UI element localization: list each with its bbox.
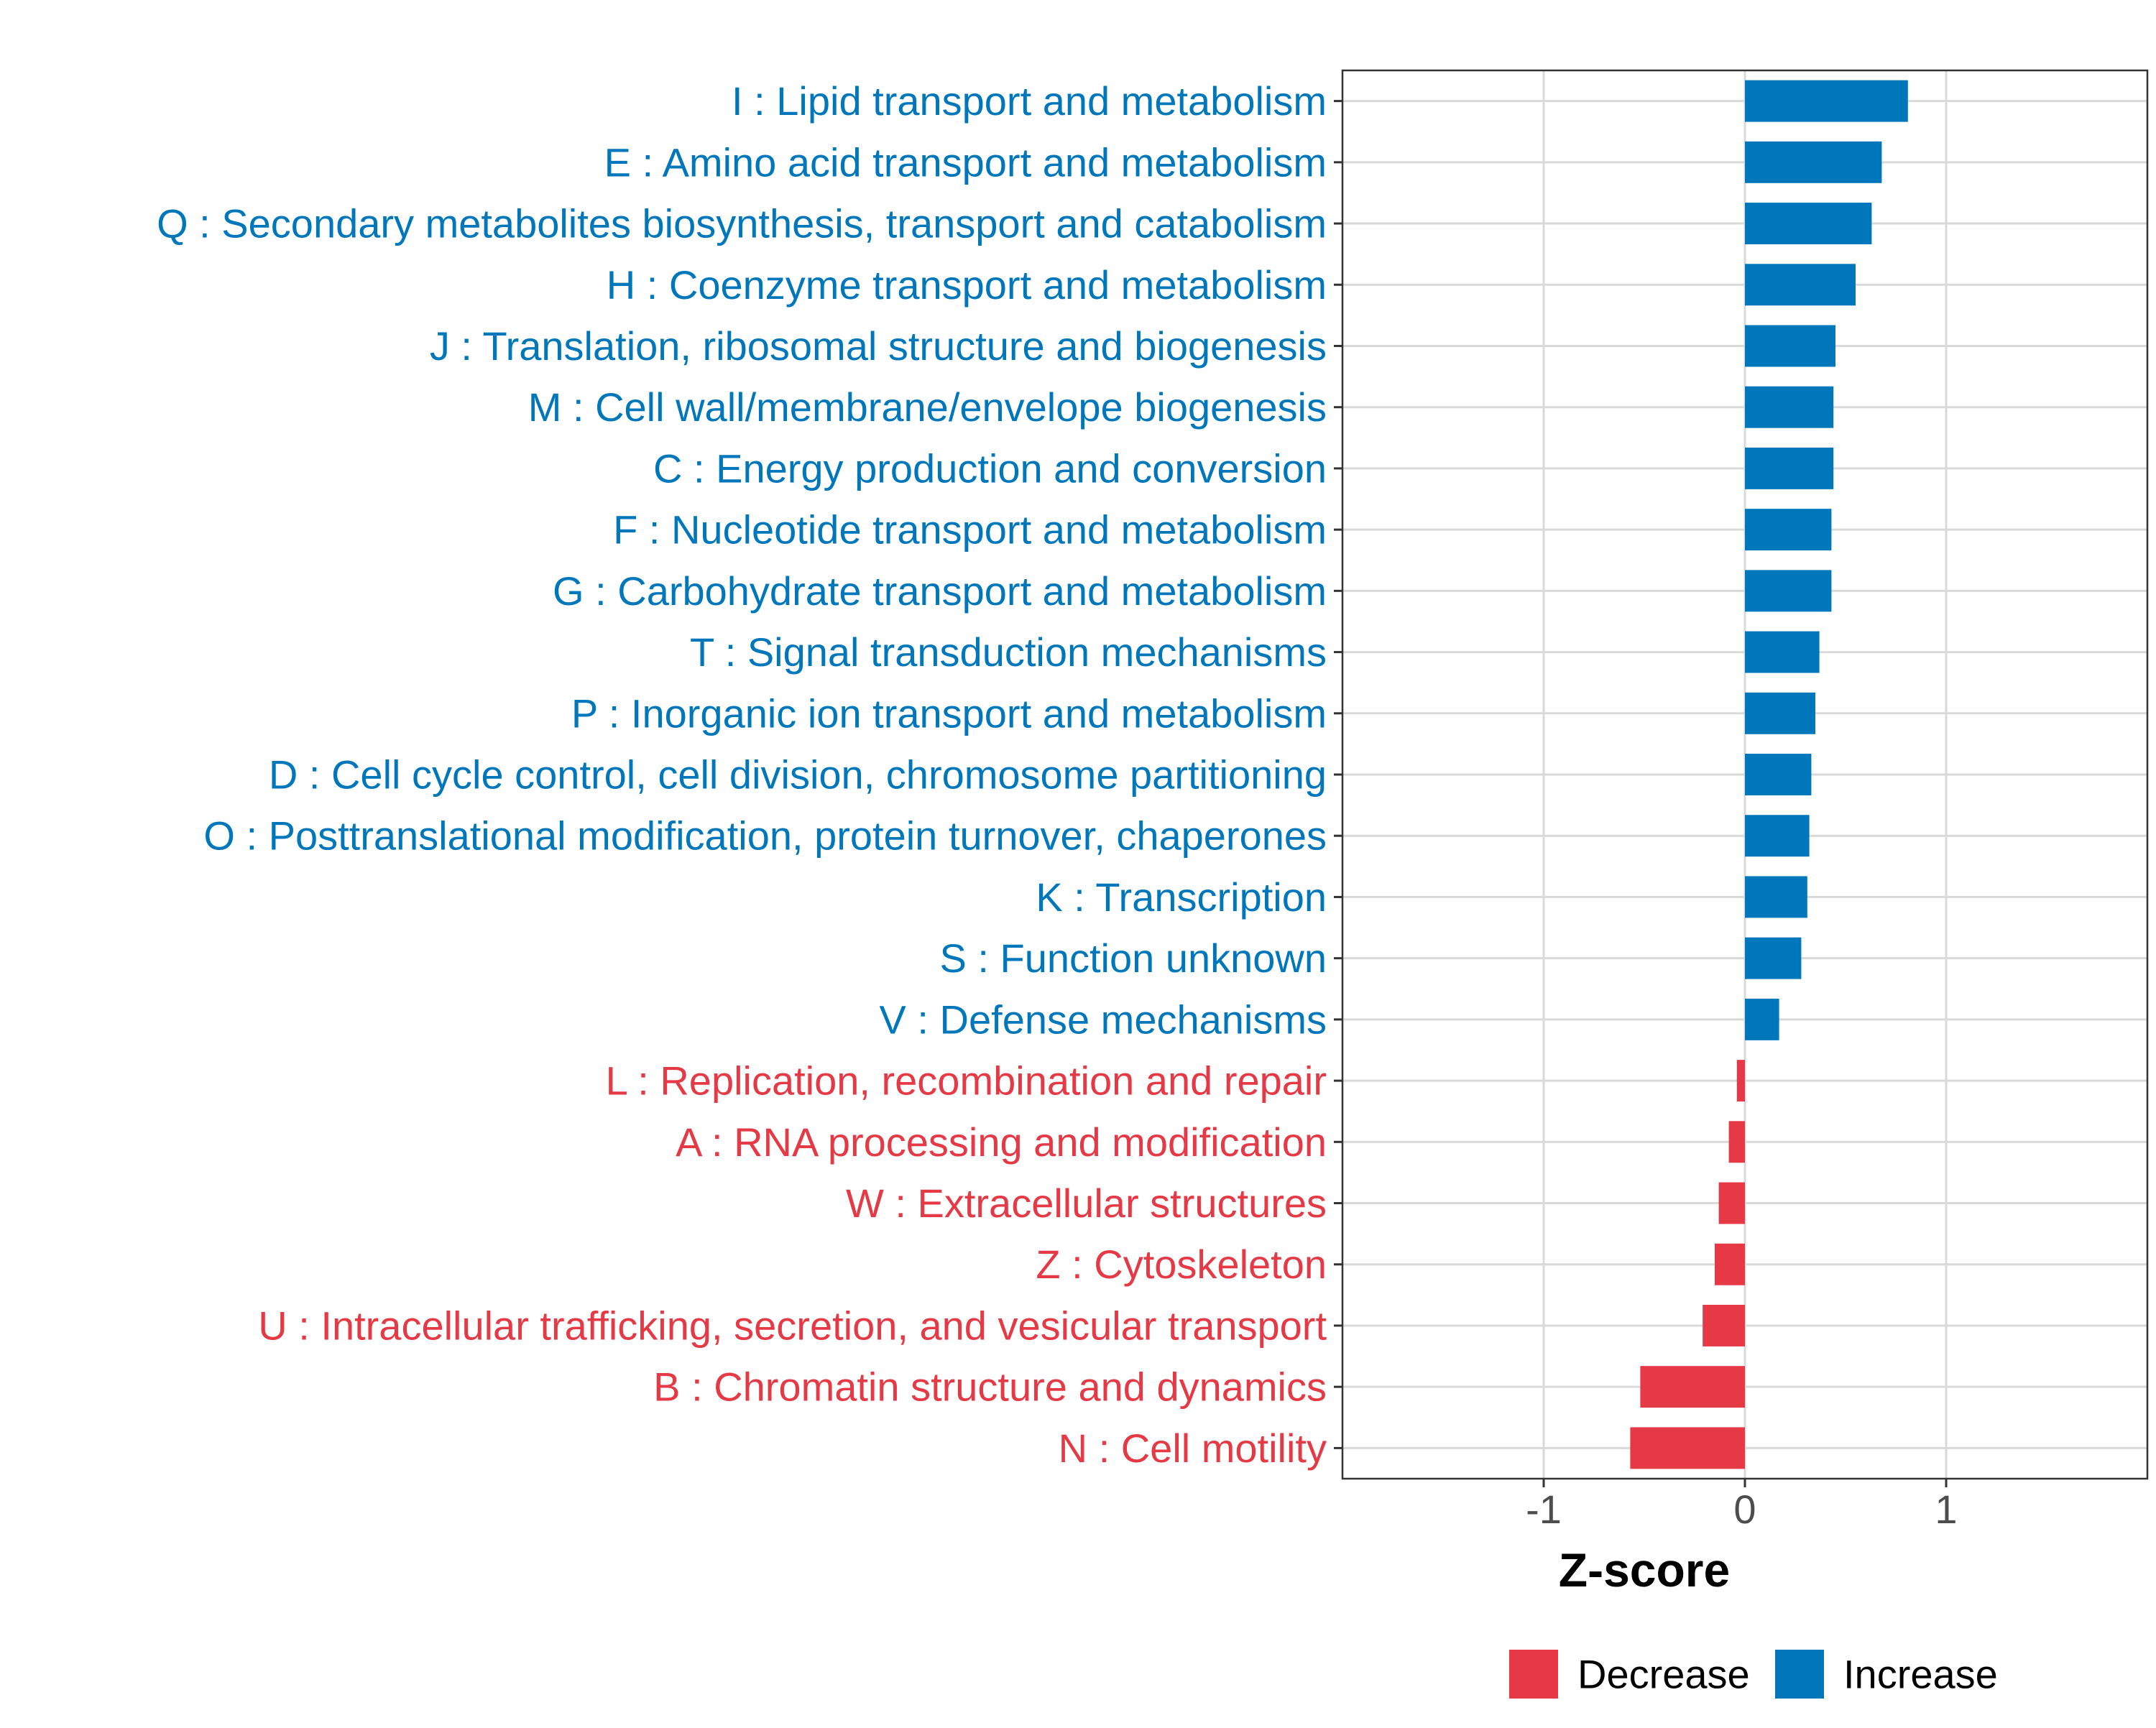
bar-23 — [1630, 1427, 1745, 1469]
legend-swatch-increase — [1775, 1650, 1824, 1699]
bar-11 — [1745, 692, 1815, 734]
legend-label-increase: Increase — [1843, 1652, 1998, 1697]
x-tick-label: -1 — [1526, 1487, 1562, 1532]
bar-18 — [1728, 1121, 1745, 1163]
category-label: I : Lipid transport and metabolism — [732, 78, 1327, 124]
category-label: P : Inorganic ion transport and metaboli… — [571, 690, 1327, 736]
bar-5 — [1745, 325, 1835, 367]
bar-2 — [1745, 141, 1882, 183]
category-label: L : Replication, recombination and repai… — [606, 1058, 1327, 1104]
bar-9 — [1745, 570, 1832, 612]
bar-14 — [1745, 876, 1807, 918]
category-label: V : Defense mechanisms — [880, 997, 1327, 1042]
category-label: B : Chromatin structure and dynamics — [653, 1364, 1327, 1410]
category-label: T : Signal transduction mechanisms — [690, 629, 1327, 675]
bar-1 — [1745, 80, 1908, 122]
category-label: C : Energy production and conversion — [653, 445, 1327, 491]
category-label: D : Cell cycle control, cell division, c… — [269, 752, 1327, 798]
category-label: O : Posttranslational modification, prot… — [203, 813, 1327, 859]
category-label: W : Extracellular structures — [846, 1181, 1327, 1226]
bar-21 — [1703, 1304, 1745, 1346]
legend-swatch-decrease — [1509, 1650, 1558, 1699]
category-label: E : Amino acid transport and metabolism — [604, 139, 1327, 185]
category-label: H : Coenzyme transport and metabolism — [607, 262, 1327, 308]
bar-8 — [1745, 509, 1832, 551]
bar-15 — [1745, 937, 1802, 979]
bar-20 — [1715, 1243, 1745, 1285]
bar-12 — [1745, 754, 1812, 795]
x-axis-title: Z-score — [1559, 1543, 1730, 1597]
bar-10 — [1745, 631, 1820, 673]
bar-13 — [1745, 815, 1810, 857]
category-label: Q : Secondary metabolites biosynthesis, … — [157, 201, 1327, 246]
category-label: U : Intracellular trafficking, secretion… — [258, 1303, 1327, 1348]
x-tick-label: 0 — [1733, 1487, 1756, 1532]
category-label: F : Nucleotide transport and metabolism — [613, 507, 1327, 553]
bar-4 — [1745, 264, 1856, 306]
category-label: N : Cell motility — [1059, 1426, 1327, 1471]
category-label: J : Translation, ribosomal structure and… — [430, 323, 1327, 369]
legend-label-decrease: Decrease — [1577, 1652, 1750, 1697]
category-label: Z : Cytoskeleton — [1036, 1242, 1327, 1287]
bar-19 — [1718, 1182, 1745, 1224]
category-label: K : Transcription — [1036, 874, 1327, 920]
bar-22 — [1640, 1366, 1745, 1408]
category-label: M : Cell wall/membrane/envelope biogenes… — [528, 384, 1327, 430]
bar-3 — [1745, 203, 1872, 245]
bar-7 — [1745, 447, 1834, 489]
bar-17 — [1736, 1060, 1745, 1102]
bar-16 — [1745, 998, 1779, 1040]
category-label: S : Function unknown — [939, 935, 1327, 981]
bar-6 — [1745, 386, 1834, 428]
category-label: A : RNA processing and modification — [676, 1119, 1327, 1165]
category-label: G : Carbohydrate transport and metabolis… — [553, 568, 1327, 614]
x-tick-label: 1 — [1935, 1487, 1957, 1532]
